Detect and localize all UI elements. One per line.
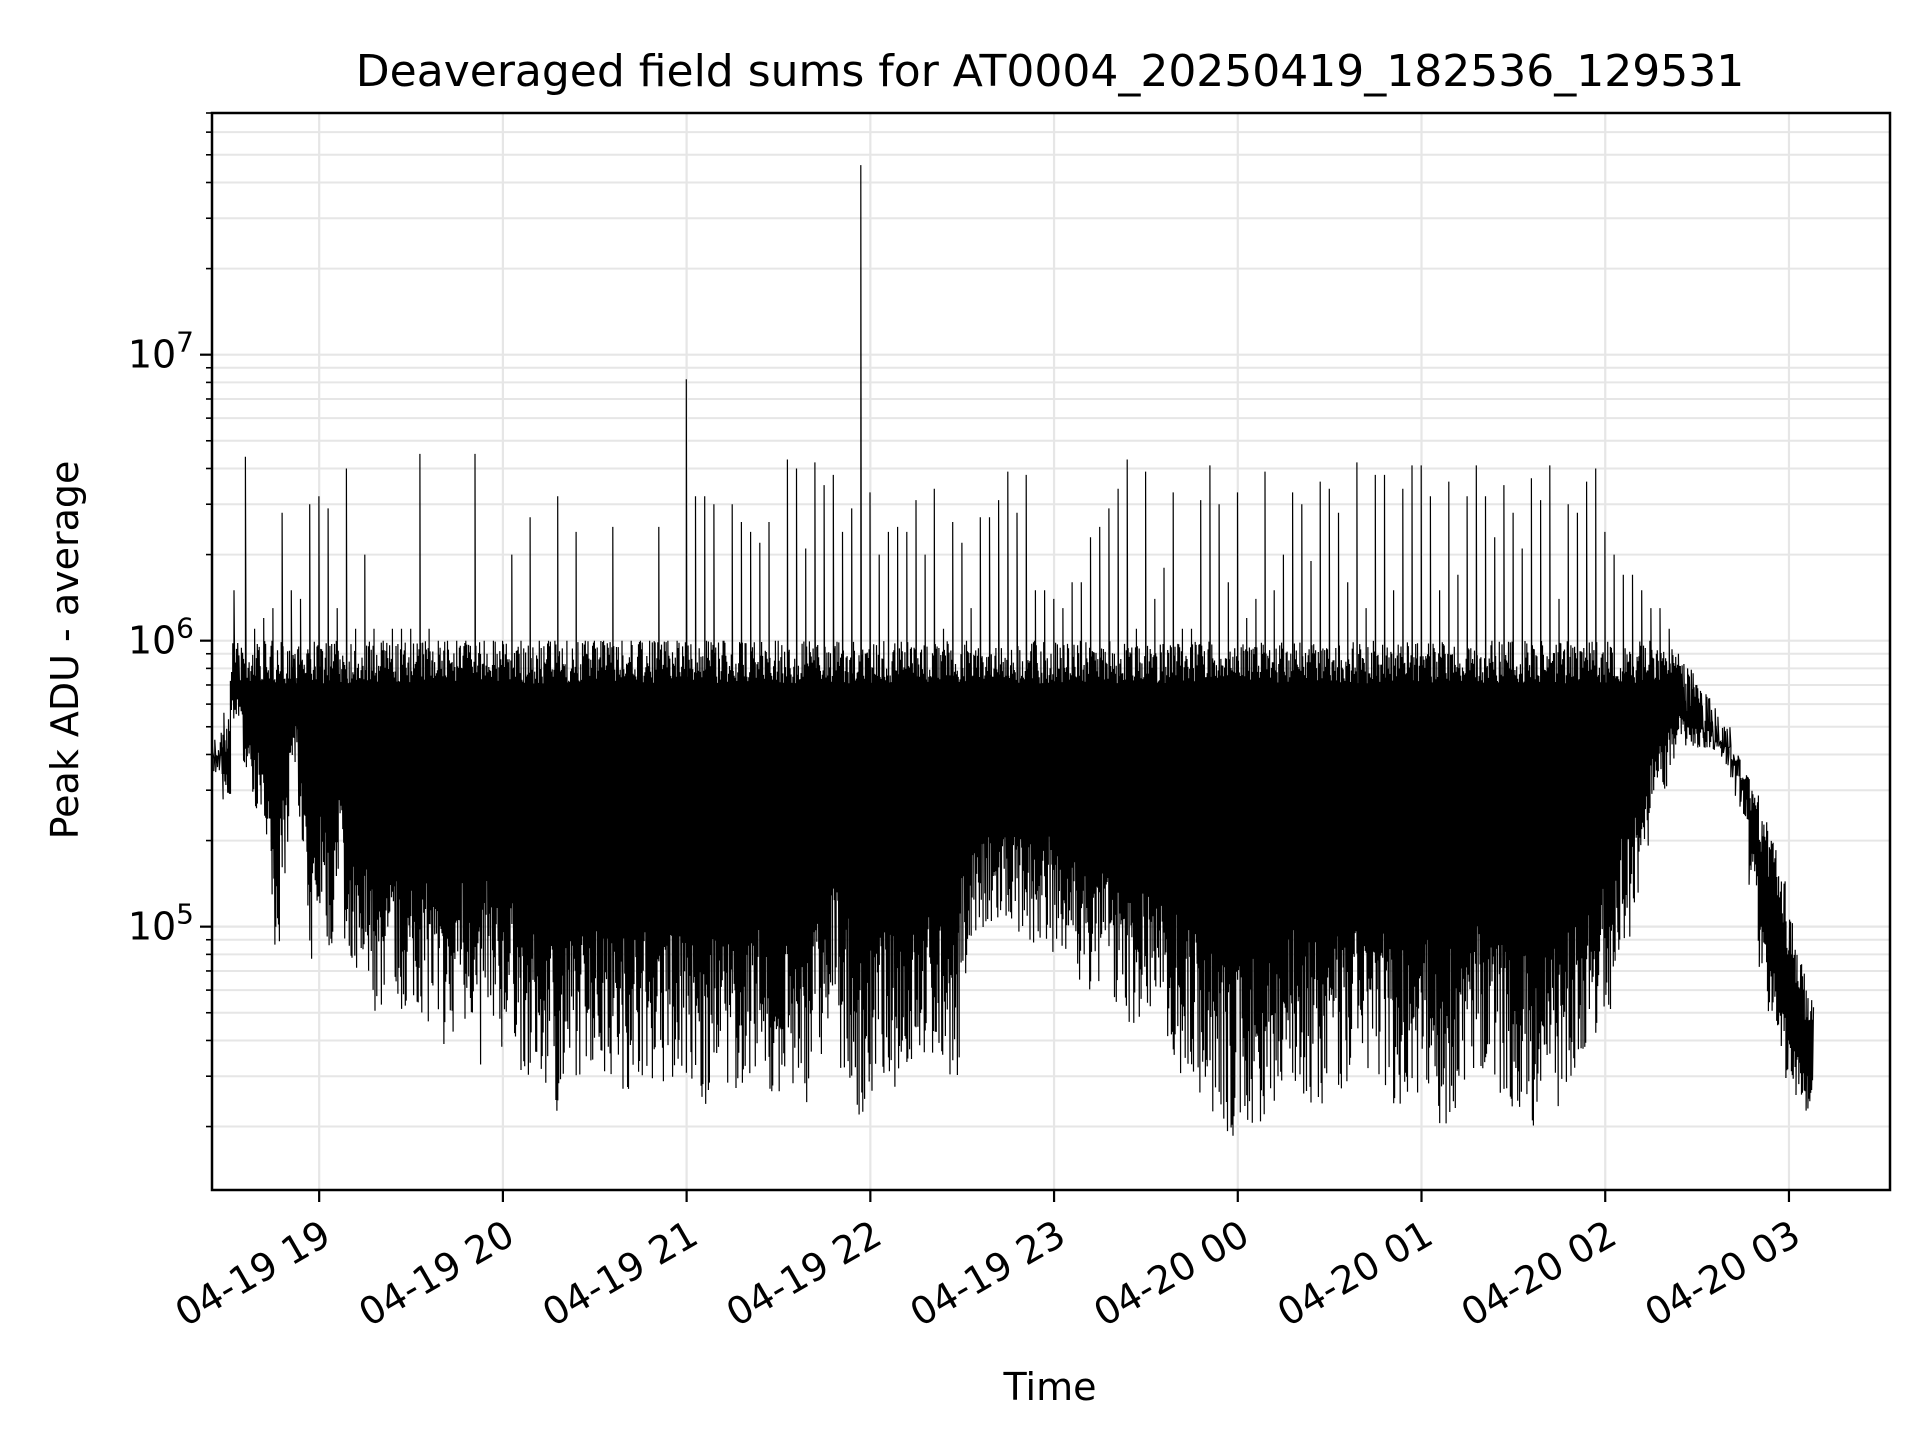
x-axis-label: Time bbox=[1003, 1365, 1097, 1409]
plot-frame bbox=[210, 111, 1892, 1192]
y-tick-label: 107 bbox=[128, 326, 194, 377]
y-axis-label: Peak ADU - average bbox=[43, 461, 87, 840]
y-tick-label: 106 bbox=[128, 612, 194, 663]
y-tick-label: 105 bbox=[128, 898, 194, 949]
data-layer bbox=[211, 165, 1815, 1136]
series-line bbox=[211, 165, 1815, 1136]
y-axis: 105 106 107 bbox=[128, 112, 212, 1128]
chart-title: Deaveraged field sums for AT0004_2025041… bbox=[356, 46, 1744, 97]
